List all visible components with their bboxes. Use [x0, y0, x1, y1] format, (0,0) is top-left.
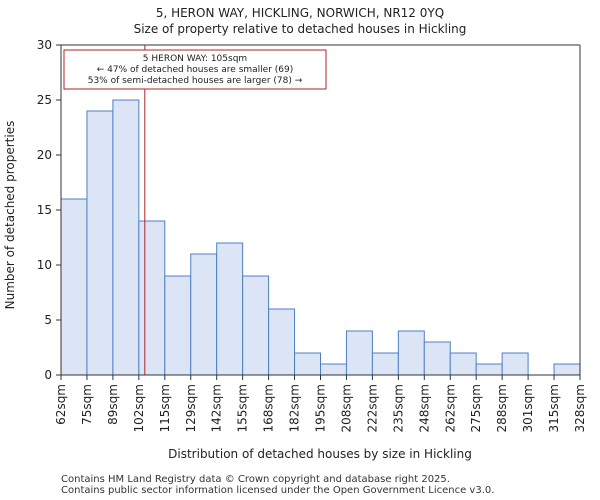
bar-275sqm	[475, 363, 503, 376]
bar-129sqm	[190, 253, 218, 376]
chart-title: 5, HERON WAY, HICKLING, NORWICH, NR12 0Y…	[156, 6, 444, 20]
bar-75sqm	[86, 110, 114, 376]
x-tick-label: 155sqm	[236, 384, 250, 432]
x-tick-label: 248sqm	[417, 384, 431, 432]
bar-315sqm	[553, 363, 581, 376]
bars-group	[60, 99, 581, 376]
bar-262sqm	[449, 352, 477, 376]
y-tick-label: 5	[44, 313, 52, 327]
x-tick-label: 75sqm	[80, 384, 94, 425]
annotation-frame	[63, 49, 327, 90]
bar-208sqm	[345, 330, 373, 376]
bar-62sqm	[60, 198, 88, 376]
chart-subtitle: Size of property relative to detached ho…	[134, 22, 467, 36]
bar-102sqm	[138, 220, 166, 376]
bar-168sqm	[268, 308, 296, 376]
y-axis-label: Number of detached properties	[3, 121, 17, 310]
x-tick-label: 301sqm	[521, 384, 535, 432]
bar-182sqm	[294, 352, 321, 376]
bar-115sqm	[164, 275, 192, 376]
y-tick-label: 15	[37, 203, 52, 217]
y-tick-label: 20	[37, 148, 52, 162]
y-axis: 0 5 10 15 20 25 30	[37, 38, 61, 382]
bar-235sqm	[397, 330, 425, 376]
x-axis: 62sqm 75sqm 89sqm 102sqm 115sqm 129sqm 142sqm 1…	[54, 375, 587, 432]
x-tick-label: 328sqm	[573, 384, 587, 432]
x-tick-label: 222sqm	[365, 384, 379, 432]
bar-288sqm	[501, 352, 529, 376]
annotation-line-1: 5 HERON WAY: 105sqm	[143, 54, 247, 64]
y-tick-label: 0	[44, 368, 52, 382]
x-tick-label: 115sqm	[158, 384, 172, 432]
x-tick-label: 129sqm	[184, 384, 198, 432]
y-tick-label: 30	[37, 38, 52, 52]
x-tick-label: 102sqm	[132, 384, 146, 432]
y-tick-label: 25	[37, 93, 52, 107]
x-tick-label: 62sqm	[54, 384, 68, 425]
bar-142sqm	[216, 242, 244, 376]
x-tick-label: 142sqm	[210, 384, 224, 432]
x-tick-label: 208sqm	[339, 384, 353, 432]
x-tick-label: 195sqm	[314, 384, 328, 432]
x-tick-label: 168sqm	[262, 384, 276, 432]
x-tick-label: 262sqm	[443, 384, 457, 432]
footer-line-1: Contains HM Land Registry data © Crown c…	[61, 474, 450, 485]
bar-248sqm	[423, 341, 451, 376]
x-tick-label: 315sqm	[547, 384, 561, 432]
bar-89sqm	[112, 99, 140, 376]
bar-222sqm	[371, 352, 399, 376]
x-tick-label: 288sqm	[495, 384, 509, 432]
x-tick-label: 182sqm	[288, 384, 302, 432]
x-tick-label: 275sqm	[469, 384, 483, 432]
bar-155sqm	[242, 275, 270, 376]
bar-195sqm	[320, 363, 347, 376]
annotation-box: 5 HERON WAY: 105sqm ← 47% of detached ho…	[63, 49, 327, 90]
annotation-line-3: 53% of semi-detached houses are larger (…	[88, 76, 303, 86]
x-axis-label: Distribution of detached houses by size …	[168, 447, 472, 461]
x-tick-label: 235sqm	[391, 384, 405, 432]
footer-line-2: Contains public sector information licen…	[61, 485, 495, 496]
y-tick-label: 10	[37, 258, 52, 272]
annotation-line-2: ← 47% of detached houses are smaller (69…	[97, 65, 294, 75]
x-tick-label: 89sqm	[106, 384, 120, 425]
